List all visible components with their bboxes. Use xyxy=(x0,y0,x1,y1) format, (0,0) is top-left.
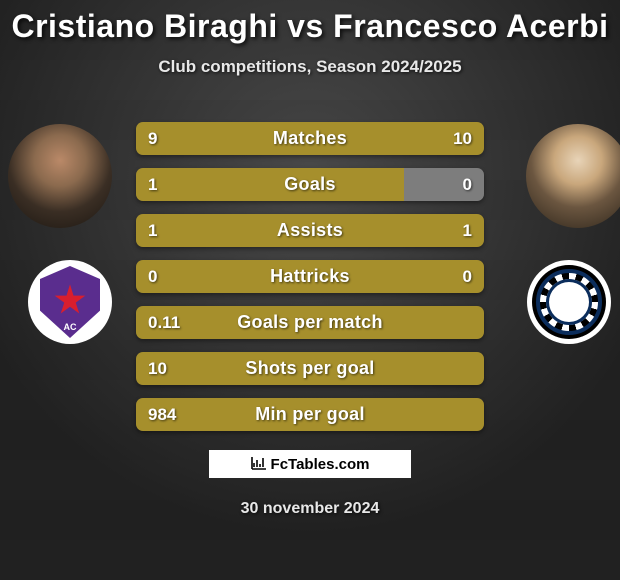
stat-row: 11Assists xyxy=(136,214,484,247)
stat-row: 10Shots per goal xyxy=(136,352,484,385)
stat-row: 984Min per goal xyxy=(136,398,484,431)
date-label: 30 november 2024 xyxy=(0,500,620,518)
chart-icon xyxy=(251,456,267,473)
subtitle: Club competitions, Season 2024/2025 xyxy=(0,57,620,77)
player-right-photo xyxy=(526,124,620,228)
stats-bars: 910Matches 10Goals 11Assists 00Hattricks 0.1… xyxy=(136,122,484,444)
content-root: { "title": "Cristiano Biraghi vs Frances… xyxy=(0,0,620,580)
stat-label: Goals xyxy=(136,168,484,201)
club-right-badge xyxy=(527,260,611,344)
stat-row: 10Goals xyxy=(136,168,484,201)
footer-attribution: FcTables.com xyxy=(209,450,411,478)
stat-label: Min per goal xyxy=(136,398,484,431)
stat-label: Matches xyxy=(136,122,484,155)
footer-site: FcTables.com xyxy=(271,456,370,473)
club-left-badge xyxy=(28,260,112,344)
stat-row: 910Matches xyxy=(136,122,484,155)
stat-row: 0.11Goals per match xyxy=(136,306,484,339)
stat-label: Goals per match xyxy=(136,306,484,339)
page-title: Cristiano Biraghi vs Francesco Acerbi xyxy=(0,0,620,45)
player-right-avatar xyxy=(526,124,620,228)
stat-label: Hattricks xyxy=(136,260,484,293)
inter-icon xyxy=(532,265,606,339)
stat-row: 00Hattricks xyxy=(136,260,484,293)
stat-label: Assists xyxy=(136,214,484,247)
fiorentina-icon xyxy=(40,266,100,338)
player-left-avatar xyxy=(8,124,112,228)
player-left-photo xyxy=(8,124,112,228)
stat-label: Shots per goal xyxy=(136,352,484,385)
